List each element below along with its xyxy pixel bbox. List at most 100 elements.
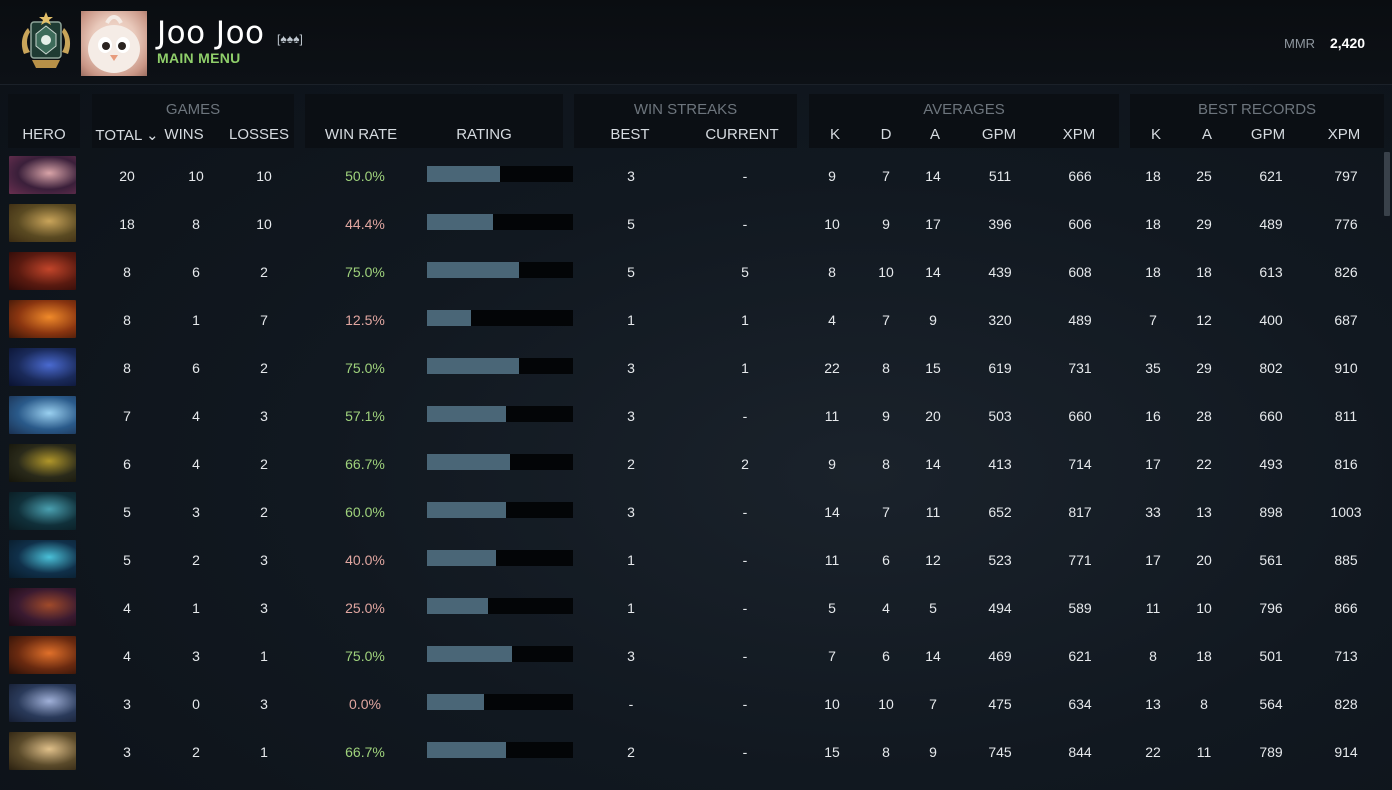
- cell-best: 3: [627, 504, 635, 520]
- table-row[interactable]: 18 8 10 44.4% 5 - 10 9 17 396 606 18 29 489 776: [0, 200, 1380, 248]
- hero-portrait[interactable]: [9, 492, 76, 530]
- cell-k: 7: [828, 648, 836, 664]
- col-current-streak[interactable]: CURRENT: [705, 126, 779, 143]
- col-total[interactable]: TOTAL ⌄: [95, 127, 159, 144]
- cell-best-k: 22: [1145, 744, 1161, 760]
- hero-portrait[interactable]: [9, 252, 76, 290]
- cell-losses: 3: [260, 408, 268, 424]
- table-row[interactable]: 8 6 2 75.0% 5 5 8 10 14 439 608 18 18 613 826: [0, 248, 1380, 296]
- table-row[interactable]: 20 10 10 50.0% 3 - 9 7 14 511 666 18 25 621 797: [0, 152, 1380, 200]
- cell-wins: 3: [192, 648, 200, 664]
- cell-d: 4: [882, 600, 890, 616]
- hero-portrait[interactable]: [9, 540, 76, 578]
- cell-best-gpm: 802: [1259, 360, 1283, 376]
- col-best-xpm[interactable]: XPM: [1327, 126, 1361, 143]
- cell-k: 11: [824, 408, 840, 424]
- table-row[interactable]: 3 0 3 0.0% - - 10 10 7 475 634 13 8 564 828: [0, 680, 1380, 728]
- hero-portrait[interactable]: [9, 588, 76, 626]
- table-row[interactable]: 7 4 3 57.1% 3 - 11 9 20 503 660 16 28 660 811: [0, 392, 1380, 440]
- cell-total: 20: [119, 168, 135, 184]
- main-menu-link[interactable]: MAIN MENU: [157, 50, 241, 66]
- cell-xpm: 731: [1068, 360, 1092, 376]
- cell-best-gpm: 613: [1259, 264, 1283, 280]
- cell-gpm: 619: [988, 360, 1012, 376]
- win-streaks-header-bg: [574, 94, 797, 148]
- col-best-streak[interactable]: BEST: [610, 126, 650, 143]
- cell-best-xpm: 828: [1334, 696, 1358, 712]
- cell-best-xpm: 910: [1334, 360, 1358, 376]
- cell-a: 20: [925, 408, 941, 424]
- col-avg-gpm[interactable]: GPM: [981, 126, 1017, 143]
- rating-bar-track: [427, 454, 573, 470]
- cell-xpm: 771: [1068, 552, 1092, 568]
- cell-a: 11: [925, 504, 941, 520]
- cell-win-rate: 75.0%: [345, 648, 385, 664]
- hero-portrait[interactable]: [9, 732, 76, 770]
- table-row[interactable]: 5 3 2 60.0% 3 - 14 7 11 652 817 33 13 898 1003: [0, 488, 1380, 536]
- cell-d: 10: [878, 264, 894, 280]
- cell-d: 8: [882, 456, 890, 472]
- table-row[interactable]: 5 2 3 40.0% 1-11 6 12 523 771 17 20 561 885: [0, 536, 1380, 584]
- col-win-rate[interactable]: WIN RATE: [324, 126, 398, 143]
- cell-best-xpm: 797: [1334, 168, 1358, 184]
- hero-portrait[interactable]: [9, 396, 76, 434]
- cell-current: -: [742, 600, 748, 616]
- cell-best-a: 18: [1196, 648, 1212, 664]
- col-avg-k[interactable]: K: [829, 126, 841, 143]
- col-best-gpm[interactable]: GPM: [1250, 126, 1286, 143]
- table-row[interactable]: 8 1 7 12.5% 1 1 4 7 9 320 489 7 12 400 687: [0, 296, 1380, 344]
- table-row[interactable]: 3 2 1 66.7% 2 - 15 8 9 745 844 22 11 789 914: [0, 728, 1380, 776]
- cell-current: -: [742, 696, 748, 712]
- cell-win-rate: 12.5%: [345, 312, 385, 328]
- cell-best-gpm: 796: [1259, 600, 1283, 616]
- col-avg-xpm[interactable]: XPM: [1062, 126, 1096, 143]
- col-hero[interactable]: HERO: [22, 126, 66, 143]
- cell-losses: 2: [260, 456, 268, 472]
- cell-a: 14: [925, 456, 941, 472]
- hero-portrait[interactable]: [9, 156, 76, 194]
- cell-best-gpm: 493: [1259, 456, 1283, 472]
- cell-total: 3: [123, 696, 131, 712]
- cell-d: 6: [882, 648, 890, 664]
- cell-gpm: 439: [988, 264, 1012, 280]
- cell-gpm: 523: [988, 552, 1012, 568]
- hero-portrait[interactable]: [9, 300, 76, 338]
- cell-best-xpm: 914: [1334, 744, 1358, 760]
- cell-wins: 8: [192, 216, 200, 232]
- col-avg-a[interactable]: A: [929, 126, 941, 143]
- table-row[interactable]: 4 3 1 75.0% 3 - 7 6 14 469 621 8 18 501 713: [0, 632, 1380, 680]
- col-best-k[interactable]: K: [1150, 126, 1162, 143]
- col-best-a[interactable]: A: [1201, 126, 1213, 143]
- col-losses[interactable]: LOSSES: [228, 126, 290, 143]
- cell-wins: 2: [192, 744, 200, 760]
- cell-k: 15: [824, 744, 840, 760]
- hero-portrait[interactable]: [9, 684, 76, 722]
- rating-bar-track: [427, 406, 573, 422]
- col-rating[interactable]: RATING: [456, 126, 512, 143]
- table-row[interactable]: 6 4 2 66.7% 2 2 9 8 14 413 714 17 22 493 816: [0, 440, 1380, 488]
- cell-gpm: 503: [988, 408, 1012, 424]
- cell-current: -: [742, 408, 748, 424]
- col-wins[interactable]: WINS: [164, 126, 204, 143]
- cell-best: 3: [627, 408, 635, 424]
- hero-portrait[interactable]: [9, 636, 76, 674]
- cell-xpm: 634: [1068, 696, 1092, 712]
- cell-wins: 10: [188, 168, 204, 184]
- rating-bar-fill: [427, 166, 500, 182]
- cell-losses: 3: [260, 552, 268, 568]
- table-row[interactable]: 4 1 3 25.0% 1 - 5 4 5 494 589 11 10 796 866: [0, 584, 1380, 632]
- mmr-label: MMR: [1284, 36, 1316, 51]
- rating-bar-fill: [427, 406, 506, 422]
- cell-a: 14: [925, 648, 941, 664]
- cell-win-rate: 44.4%: [345, 216, 385, 232]
- cell-win-rate: 75.0%: [345, 264, 385, 280]
- table-scrollbar[interactable]: [1384, 152, 1390, 216]
- hero-portrait[interactable]: [9, 444, 76, 482]
- hero-portrait[interactable]: [9, 204, 76, 242]
- cell-win-rate: 60.0%: [345, 504, 385, 520]
- player-avatar[interactable]: [81, 11, 147, 76]
- hero-header-bg: [8, 94, 80, 148]
- col-avg-d[interactable]: D: [880, 126, 892, 143]
- hero-portrait[interactable]: [9, 348, 76, 386]
- table-row[interactable]: 8 6 2 75.0% 3 1 22 8 15 619 731 35 29 802 910: [0, 344, 1380, 392]
